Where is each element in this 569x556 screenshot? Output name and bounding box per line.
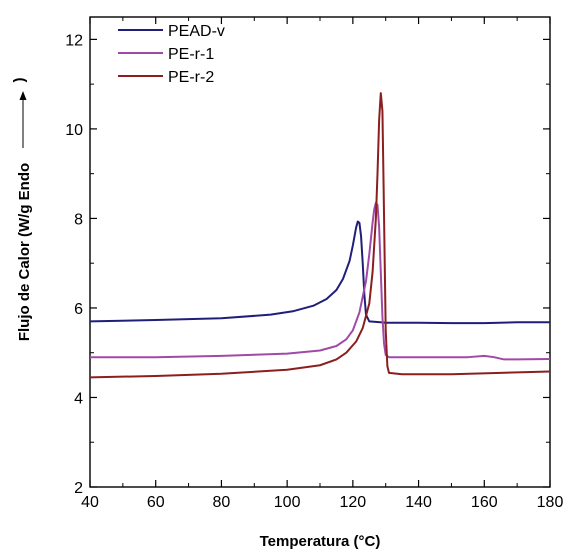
series-line-pe-r-1 [90,201,551,361]
x-tick-label: 140 [405,494,432,511]
series-lines [89,92,551,379]
x-tick-label: 40 [81,494,99,511]
x-tick-label: 80 [213,494,231,511]
legend-label: PE-r-1 [168,46,214,63]
y-tick-label: 2 [74,480,83,497]
legend: PEAD-v PE-r-1 PE-r-2 [118,23,225,86]
y-tick-label: 10 [65,122,83,139]
x-tick-label: 60 [147,494,165,511]
x-tick-label: 120 [340,494,367,511]
legend-label: PE-r-2 [168,69,214,86]
y-axis-title-group: Flujo de Calor (W/g Endo [16,163,33,341]
series-line-pe-r-2 [89,92,551,379]
x-axis-title: Temperatura (°C) [260,533,381,550]
y-tick-label: 4 [74,390,83,407]
legend-label: PEAD-v [168,23,225,40]
series-line-pead-v [89,220,550,325]
endo-arrow-icon: ) [11,78,28,148]
x-tick-label: 160 [471,494,498,511]
y-tick-label: 8 [74,211,83,228]
y-tick-label: 6 [74,301,83,318]
svg-text:): ) [11,78,28,83]
x-tick-label: 180 [537,494,564,511]
axis-ticks: 40 60 80 100 120 140 160 180 2 4 6 8 10 12 [65,17,563,511]
x-tick-label: 100 [274,494,301,511]
y-tick-label: 12 [65,32,83,49]
plot-frame [89,16,551,488]
y-axis-title: Flujo de Calor (W/g Endo [16,163,33,341]
